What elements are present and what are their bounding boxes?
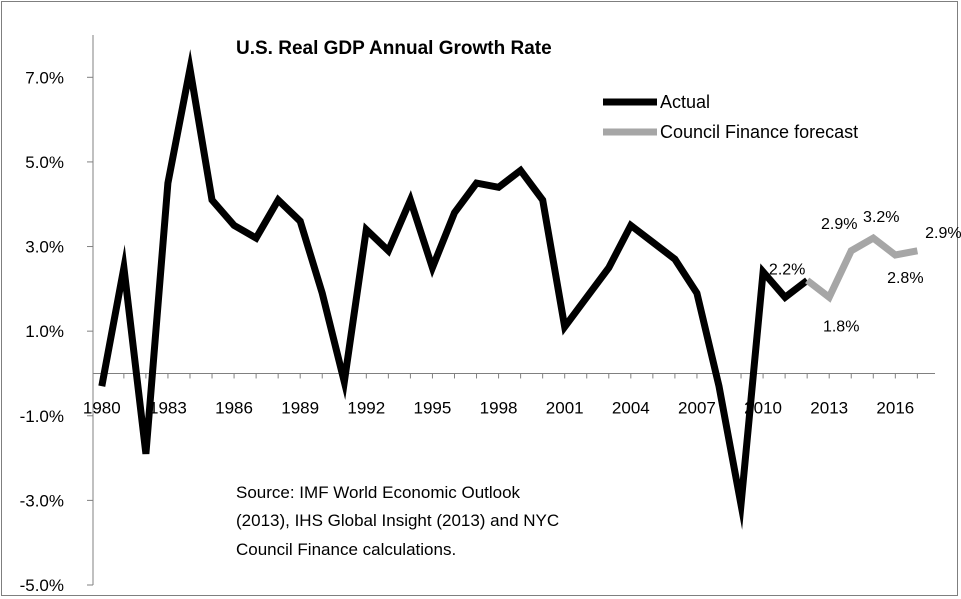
x-tick-label: 1992	[347, 398, 385, 417]
labels-layer: 2.2% 1.8% 2.9% 3.2% 2.8% 2.9%	[769, 209, 961, 335]
y-tick-label: -3.0%	[20, 491, 64, 510]
source-line-3: Council Finance calculations.	[236, 540, 456, 559]
x-tick-label: 2004	[612, 398, 650, 417]
x-tick-label: 2007	[678, 398, 716, 417]
source-line-2: (2013), IHS Global Insight (2013) and NY…	[236, 511, 559, 530]
source-note: Source: IMF World Economic Outlook (2013…	[236, 483, 559, 559]
x-tick-label: 1998	[480, 398, 518, 417]
y-tick-label: 7.0%	[25, 68, 64, 87]
y-tick-label: 3.0%	[25, 238, 64, 257]
y-tick-label: -1.0%	[20, 407, 64, 426]
forecast-data-label-2016: 2.8%	[887, 270, 923, 287]
x-tick-label: 1995	[414, 398, 452, 417]
series-line-actual	[98, 49, 810, 530]
legend-label-forecast: Council Finance forecast	[660, 122, 858, 142]
x-tick-label: 1989	[281, 398, 319, 417]
forecast-data-label-2014: 2.9%	[821, 216, 857, 233]
y-tick-label: 5.0%	[25, 153, 64, 172]
series-line-forecast	[805, 233, 919, 303]
forecast-data-label-2017: 2.9%	[925, 225, 961, 242]
axes-layer: 7.0% 5.0% 3.0% 1.0% -1.0% -3.0% -5.0% 1980 1983 1…	[20, 35, 935, 595]
y-tick-label: 1.0%	[25, 322, 64, 341]
series-layer	[98, 49, 919, 530]
x-tick-label: 1983	[149, 398, 187, 417]
x-tick-label: 1980	[83, 398, 121, 417]
x-tick-label: 2013	[810, 398, 848, 417]
legend-label-actual: Actual	[660, 92, 710, 112]
x-tick-label: 2001	[546, 398, 584, 417]
forecast-data-label-2013: 1.8%	[823, 318, 859, 335]
x-tick-label: 2016	[876, 398, 914, 417]
x-tick-label: 1986	[215, 398, 253, 417]
y-tick-label: -5.0%	[20, 576, 64, 595]
forecast-data-label-2012: 2.2%	[769, 261, 805, 278]
chart-title: U.S. Real GDP Annual Growth Rate	[236, 38, 552, 59]
source-line-1: Source: IMF World Economic Outlook	[236, 483, 521, 502]
legend: Actual Council Finance forecast	[603, 92, 858, 142]
forecast-data-label-2015: 3.2%	[863, 209, 899, 226]
